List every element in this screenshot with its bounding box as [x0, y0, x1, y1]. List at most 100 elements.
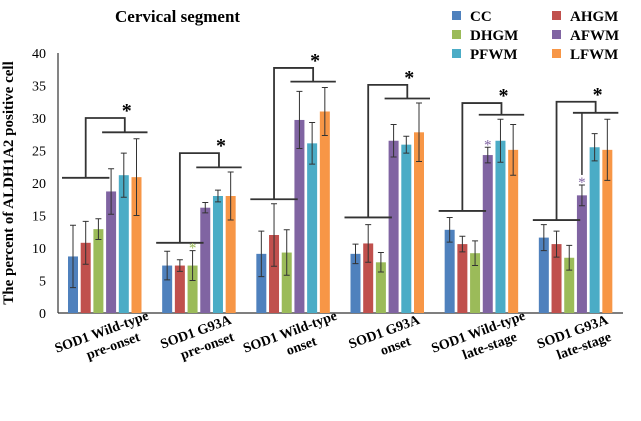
y-tick-label: 40 — [32, 47, 46, 62]
error-bar — [189, 250, 196, 281]
error-bar — [108, 168, 115, 215]
bar-afwm — [388, 140, 399, 313]
error-bar — [390, 124, 397, 158]
error-bar — [352, 243, 359, 265]
error-bar — [214, 189, 221, 203]
y-tick-label: 10 — [32, 242, 46, 257]
significance-asterisk: * — [498, 85, 508, 107]
y-tick-label: 25 — [32, 145, 46, 160]
error-bar — [578, 184, 585, 207]
bar-ahgm — [457, 244, 468, 313]
error-bar — [133, 138, 140, 216]
legend-swatch-lfwm — [552, 49, 561, 58]
y-tick-label: 15 — [32, 210, 46, 225]
x-tick-label: SOD1 G93Apre-onset — [159, 313, 241, 369]
x-tick-label: SOD1 Wild-typepre-onset — [53, 309, 157, 373]
bar-lfwm — [319, 111, 330, 313]
y-tick-label: 5 — [39, 275, 46, 290]
error-bar — [365, 224, 372, 263]
error-bar — [82, 220, 89, 265]
significance-asterisk: * — [310, 50, 320, 72]
error-bar — [95, 218, 102, 241]
significance-bracket — [532, 100, 619, 221]
error-bar — [540, 224, 547, 252]
y-tick-label: 35 — [32, 80, 46, 95]
legend-swatch-dhgm — [452, 30, 461, 39]
error-bar — [258, 230, 265, 278]
significance-bracket — [156, 152, 242, 244]
bar-dhgm — [470, 253, 481, 313]
bar-cc — [162, 265, 173, 313]
chart-title: Cervical segment — [115, 7, 240, 26]
legend-label-lfwm: LFWM — [570, 47, 618, 63]
error-bar — [296, 90, 303, 150]
error-bar — [227, 171, 234, 221]
legend-swatch-afwm — [552, 30, 561, 39]
significance-bracket — [62, 117, 148, 179]
error-bar — [553, 230, 560, 258]
bar-lfwm — [602, 149, 613, 313]
bar-pfwm — [212, 196, 223, 313]
legend-label-dhgm: DHGM — [470, 28, 518, 44]
error-bar — [446, 216, 453, 243]
bar-significance-marker: * — [578, 175, 586, 191]
bar-dhgm — [281, 252, 292, 313]
bar-ahgm — [269, 235, 280, 313]
bar-cc — [256, 253, 267, 313]
legend-swatch-ahgm — [552, 11, 561, 20]
error-bar — [604, 118, 611, 181]
error-bar — [164, 250, 171, 281]
error-bar — [566, 244, 573, 271]
bar-cc — [350, 253, 361, 313]
bar-significance-marker: * — [189, 241, 197, 257]
y-tick-label: 30 — [32, 112, 46, 127]
bar-cc — [444, 229, 455, 313]
bar-pfwm — [589, 147, 600, 313]
bar-dhgm — [564, 257, 575, 313]
bar-cc — [538, 237, 549, 313]
x-tick-label: SOD1 G93Alate-stage — [535, 313, 617, 369]
x-tick-label: SOD1 G93Aonset — [347, 313, 429, 369]
legend-label-pfwm: PFWM — [470, 47, 517, 63]
error-bar — [377, 252, 384, 273]
error-bar — [459, 235, 466, 253]
significance-bracket — [344, 83, 430, 219]
error-bar — [416, 102, 422, 163]
significance-asterisk: * — [122, 100, 132, 122]
error-bar — [202, 202, 209, 214]
x-tick-label: SOD1 Wild-typeonset — [241, 309, 345, 373]
error-bar — [484, 146, 491, 164]
error-bar — [120, 152, 127, 198]
y-axis-label: The percent of ALDH1A2 positive cell — [1, 61, 17, 304]
significance-asterisk: * — [593, 84, 603, 106]
bar-ahgm — [174, 265, 185, 313]
y-tick-label: 20 — [32, 177, 46, 192]
bar-pfwm — [495, 140, 506, 313]
error-bar — [472, 240, 479, 267]
error-bar — [403, 135, 410, 154]
error-bar — [309, 122, 316, 165]
bar-afwm — [294, 119, 305, 313]
error-bar — [497, 118, 504, 163]
bar-ahgm — [551, 244, 562, 313]
bar-lfwm — [131, 177, 142, 313]
bar-dhgm — [93, 229, 104, 313]
bar-pfwm — [307, 143, 318, 313]
bar-pfwm — [401, 144, 412, 313]
error-bar — [591, 133, 598, 162]
error-bar — [321, 86, 328, 137]
error-bar — [283, 229, 290, 276]
bar-dhgm — [375, 262, 386, 313]
significance-asterisk: * — [404, 67, 414, 89]
bar-dhgm — [187, 265, 198, 313]
bar-lfwm — [414, 132, 424, 313]
legend-swatch-cc — [452, 11, 461, 20]
error-bar — [271, 203, 278, 267]
bar-significance-marker: * — [484, 137, 492, 153]
bar-lfwm — [508, 149, 519, 313]
bar-ahgm — [363, 243, 374, 313]
bar-afwm — [576, 195, 587, 313]
bar-afwm — [200, 207, 211, 313]
